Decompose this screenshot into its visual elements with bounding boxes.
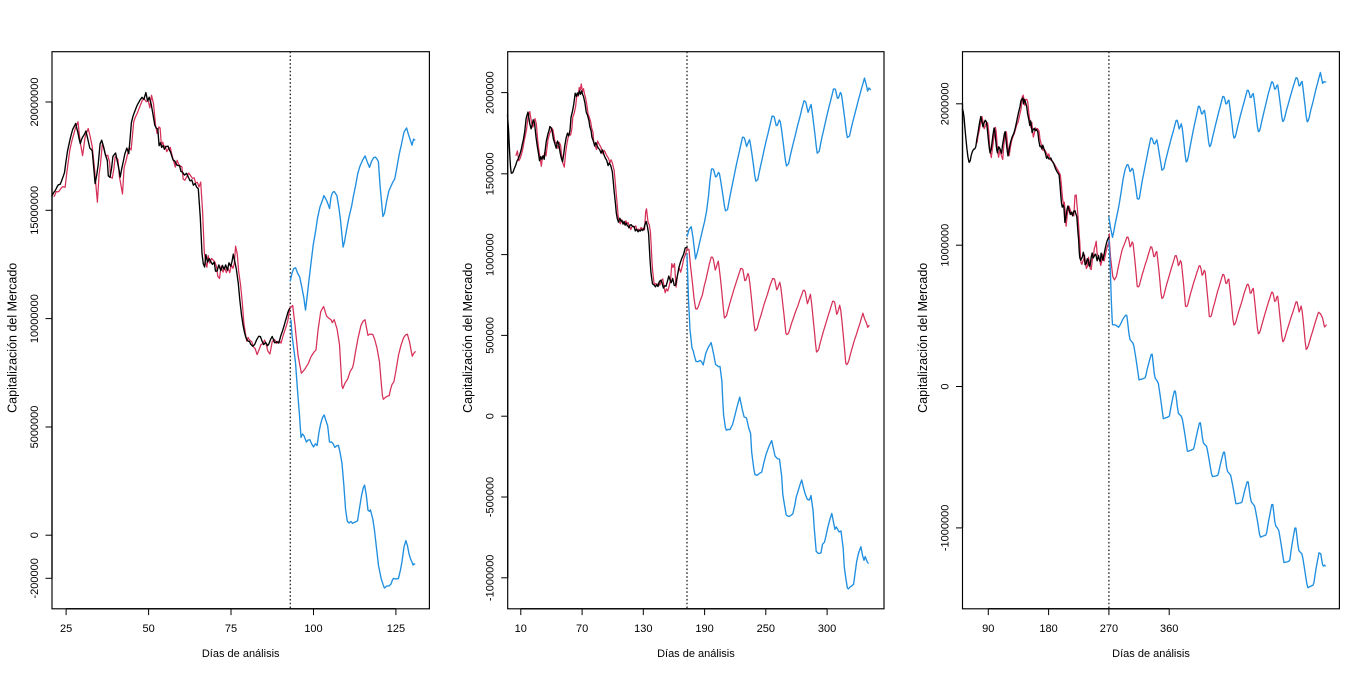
svg-text:130: 130 — [634, 623, 652, 635]
svg-text:10000000: 10000000 — [29, 294, 41, 343]
svg-text:1000000: 1000000 — [940, 224, 952, 267]
svg-text:50: 50 — [142, 623, 154, 635]
svg-text:15000000: 15000000 — [29, 186, 41, 235]
svg-text:180: 180 — [1039, 623, 1057, 635]
svg-text:1000000: 1000000 — [485, 233, 497, 276]
svg-text:Capitalización del Mercado: Capitalización del Mercado — [6, 263, 20, 413]
svg-text:25: 25 — [60, 623, 72, 635]
svg-text:100: 100 — [304, 623, 322, 635]
svg-text:360: 360 — [1160, 623, 1178, 635]
svg-text:125: 125 — [387, 623, 405, 635]
svg-text:0: 0 — [29, 532, 41, 538]
svg-text:-500000: -500000 — [485, 477, 497, 517]
svg-text:Días de análisis: Días de análisis — [1112, 648, 1190, 660]
svg-text:Capitalización del Mercado: Capitalización del Mercado — [916, 263, 930, 413]
svg-text:0: 0 — [940, 383, 952, 389]
svg-text:-200000: -200000 — [29, 558, 41, 598]
svg-text:20000000: 20000000 — [29, 78, 41, 127]
svg-text:270: 270 — [1100, 623, 1118, 635]
svg-text:300: 300 — [818, 623, 836, 635]
svg-text:10: 10 — [515, 623, 527, 635]
svg-text:70: 70 — [576, 623, 588, 635]
svg-text:90: 90 — [982, 623, 994, 635]
svg-text:Días de análisis: Días de análisis — [202, 648, 280, 660]
svg-text:5000000: 5000000 — [29, 406, 41, 449]
svg-text:0: 0 — [485, 413, 497, 419]
svg-text:500000: 500000 — [485, 317, 497, 354]
svg-text:250: 250 — [757, 623, 775, 635]
svg-text:-1000000: -1000000 — [940, 505, 952, 552]
svg-text:2000000: 2000000 — [485, 71, 497, 114]
svg-text:Capitalización del Mercado: Capitalización del Mercado — [461, 263, 475, 413]
svg-text:1500000: 1500000 — [485, 152, 497, 195]
svg-text:2000000: 2000000 — [940, 82, 952, 125]
svg-text:-1000000: -1000000 — [485, 555, 497, 602]
svg-text:190: 190 — [695, 623, 713, 635]
svg-text:Días de análisis: Días de análisis — [657, 648, 735, 660]
svg-text:75: 75 — [225, 623, 237, 635]
